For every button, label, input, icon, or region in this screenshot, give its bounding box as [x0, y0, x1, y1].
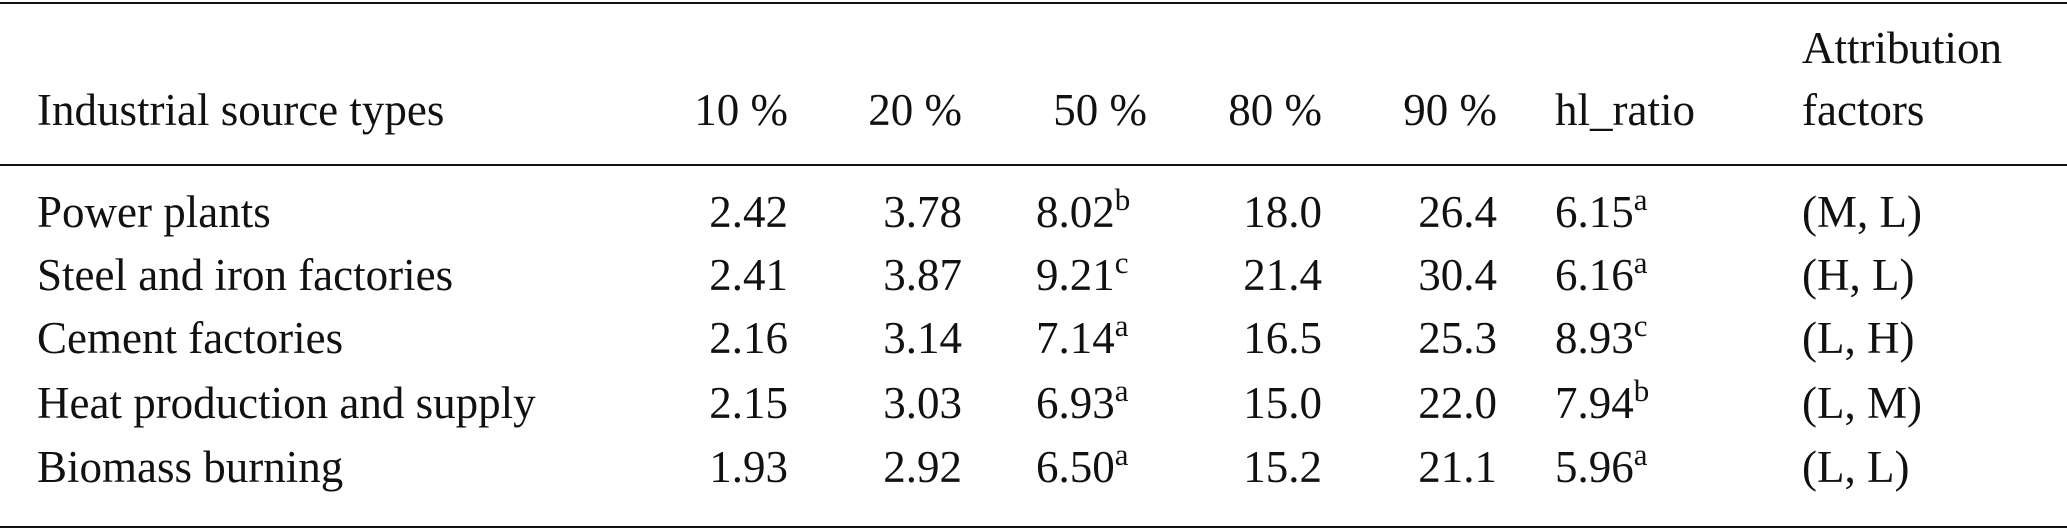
cell-value: 8.02	[1036, 187, 1115, 237]
cell: 6.15a	[1555, 182, 1648, 237]
cell: 2.42	[709, 187, 788, 237]
column-header: 50 %	[1053, 85, 1147, 135]
cell: 21.4	[1243, 250, 1322, 300]
cell-value: 8.93	[1555, 313, 1634, 363]
cell: 2.16	[709, 313, 788, 363]
column-header: factors	[1802, 85, 1924, 135]
cell-value: 6.15	[1555, 187, 1634, 237]
superscript: b	[1634, 373, 1650, 408]
cell: (L, L)	[1802, 442, 1909, 492]
superscript: a	[1115, 437, 1129, 472]
cell-value: 9.21	[1036, 250, 1115, 300]
cell: 1.93	[709, 442, 788, 492]
cell: 3.87	[883, 250, 962, 300]
cell-value: 6.16	[1555, 250, 1634, 300]
row-label: Steel and iron factories	[37, 250, 453, 300]
row-label: Cement factories	[37, 313, 343, 363]
cell: 2.92	[883, 442, 962, 492]
column-header: hl_ratio	[1555, 85, 1695, 135]
superscript: a	[1634, 182, 1648, 217]
cell-value: 5.96	[1555, 442, 1634, 492]
row-label: Power plants	[37, 187, 271, 237]
cell: (H, L)	[1802, 250, 1914, 300]
cell: 7.94b	[1555, 373, 1649, 428]
cell: (L, M)	[1802, 378, 1922, 428]
cell: 3.03	[883, 378, 962, 428]
column-header: 90 %	[1403, 85, 1497, 135]
cell: 25.3	[1418, 313, 1497, 363]
column-header: 80 %	[1228, 85, 1322, 135]
cell: (M, L)	[1802, 187, 1922, 237]
cell-value: 6.93	[1036, 378, 1115, 428]
cell-value: 7.14	[1036, 313, 1115, 363]
superscript: a	[1634, 245, 1648, 280]
cell: 9.21c	[1036, 245, 1129, 300]
cell-value: 7.94	[1555, 378, 1634, 428]
superscript: a	[1115, 373, 1129, 408]
superscript: b	[1115, 182, 1131, 217]
superscript: c	[1634, 308, 1648, 343]
cell: 16.5	[1243, 313, 1322, 363]
cell: 30.4	[1418, 250, 1497, 300]
superscript: a	[1634, 437, 1648, 472]
superscript: c	[1115, 245, 1129, 280]
cell: 3.14	[883, 313, 962, 363]
cell: 2.15	[709, 378, 788, 428]
cell: 2.41	[709, 250, 788, 300]
cell: (L, H)	[1802, 313, 1914, 363]
cell: 6.93a	[1036, 373, 1129, 428]
cell: 6.16a	[1555, 245, 1648, 300]
cell: 8.93c	[1555, 308, 1648, 363]
cell: 26.4	[1418, 187, 1497, 237]
cell: 18.0	[1243, 187, 1322, 237]
column-header: Attribution	[1802, 23, 2002, 73]
cell: 7.14a	[1036, 308, 1129, 363]
cell: 6.50a	[1036, 437, 1129, 492]
column-header: Industrial source types	[37, 85, 444, 135]
cell-value: 6.50	[1036, 442, 1115, 492]
cell: 15.2	[1243, 442, 1322, 492]
column-header: 20 %	[868, 85, 962, 135]
column-header: 10 %	[694, 85, 788, 135]
superscript: a	[1115, 308, 1129, 343]
cell: 15.0	[1243, 378, 1322, 428]
cell: 5.96a	[1555, 437, 1648, 492]
cell: 3.78	[883, 187, 962, 237]
cell: 21.1	[1418, 442, 1497, 492]
cell: 8.02b	[1036, 182, 1130, 237]
row-label: Heat production and supply	[37, 378, 536, 428]
row-label: Biomass burning	[37, 442, 343, 492]
cell: 22.0	[1418, 378, 1497, 428]
